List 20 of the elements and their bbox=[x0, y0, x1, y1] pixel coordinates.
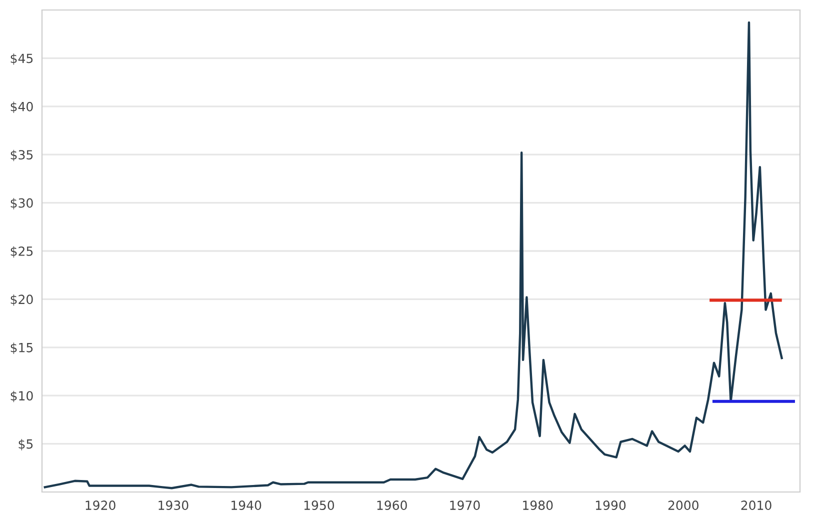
x-tick-label: 1980 bbox=[523, 500, 553, 510]
y-tick-label: $45 bbox=[10, 53, 33, 65]
x-tick-label: 1940 bbox=[232, 500, 262, 510]
x-tick-label: 2010 bbox=[741, 500, 772, 510]
x-tick-label: 2000 bbox=[668, 500, 698, 510]
y-tick-label: $15 bbox=[10, 342, 33, 354]
line-series bbox=[44, 21, 783, 490]
x-tick-label: 1950 bbox=[304, 500, 334, 510]
y-tick-label: $35 bbox=[10, 150, 33, 162]
x-tick-label: 1970 bbox=[450, 500, 480, 510]
x-tick-label: 1960 bbox=[377, 500, 407, 510]
y-tick-label: $30 bbox=[10, 198, 33, 210]
y-tick-label: $5 bbox=[18, 439, 33, 450]
x-tick-label: 1930 bbox=[158, 500, 188, 510]
x-tick-label: 1920 bbox=[86, 500, 116, 510]
y-tick-label: $10 bbox=[10, 390, 33, 402]
x-tick-label: 1990 bbox=[596, 500, 626, 510]
y-tick-label: $40 bbox=[10, 102, 33, 113]
y-tick-label: $20 bbox=[10, 294, 33, 306]
y-tick-label: $25 bbox=[10, 246, 33, 258]
